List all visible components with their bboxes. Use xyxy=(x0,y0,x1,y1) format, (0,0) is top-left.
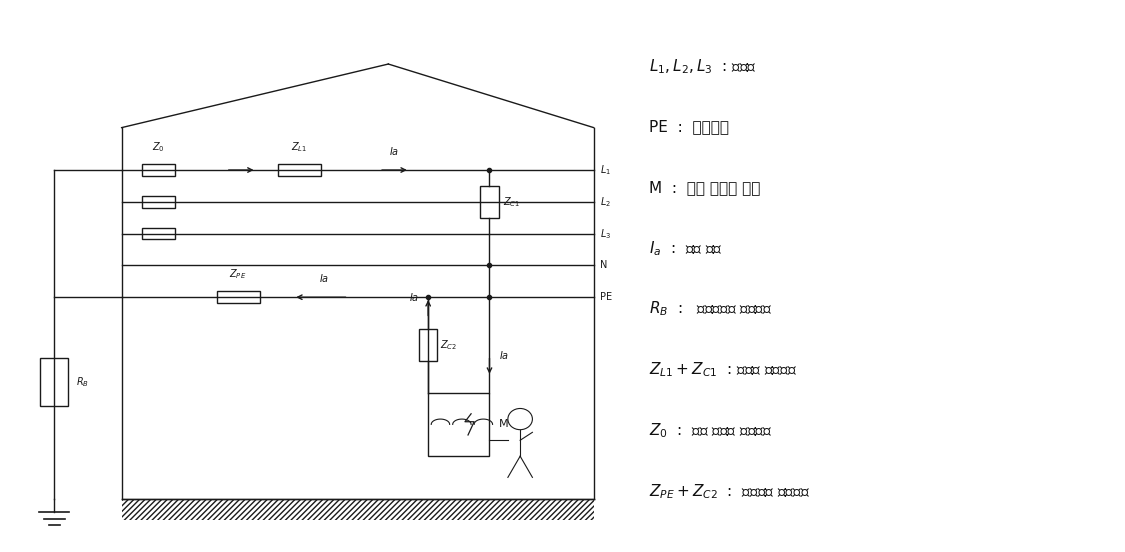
Text: $Ia$: $Ia$ xyxy=(318,272,328,284)
Bar xyxy=(480,186,498,217)
Text: N: N xyxy=(600,261,608,270)
Text: $I_a$  :  고장 전류: $I_a$ : 고장 전류 xyxy=(649,239,723,258)
Text: $Z_{PE} + Z_{C2}$  :  보호도체 임피던스: $Z_{PE} + Z_{C2}$ : 보호도체 임피던스 xyxy=(649,482,810,501)
Text: $R_B$: $R_B$ xyxy=(75,375,89,389)
Text: $R_B$  :   전원중성점 접지저항: $R_B$ : 전원중성점 접지저항 xyxy=(649,300,773,319)
Text: $Ia$: $Ia$ xyxy=(408,291,418,303)
Text: $L_1, L_2, L_3$  : 상도체: $L_1, L_2, L_3$ : 상도체 xyxy=(649,57,757,76)
Bar xyxy=(429,392,489,456)
Text: $Z_{PE}$: $Z_{PE}$ xyxy=(229,268,246,282)
Bar xyxy=(142,196,176,208)
Bar xyxy=(418,329,438,361)
Text: $L_3$: $L_3$ xyxy=(600,227,611,241)
Text: PE  :  보호도체: PE : 보호도체 xyxy=(649,119,729,135)
Text: $Z_{C1}$: $Z_{C1}$ xyxy=(503,195,520,209)
Text: M: M xyxy=(498,420,508,429)
Text: $Ia$: $Ia$ xyxy=(389,145,399,157)
Bar xyxy=(278,164,321,176)
Bar xyxy=(40,358,68,406)
Bar xyxy=(217,291,260,303)
Text: $Z_0$: $Z_0$ xyxy=(152,140,164,154)
Text: $Z_{L1} + Z_{C1}$  : 상도체 임피던스: $Z_{L1} + Z_{C1}$ : 상도체 임피던스 xyxy=(649,360,798,379)
Text: M  :  노출 도전성 부분: M : 노출 도전성 부분 xyxy=(649,180,761,195)
Text: $L_1$: $L_1$ xyxy=(600,163,611,177)
Bar xyxy=(142,164,176,176)
Text: $L_2$: $L_2$ xyxy=(600,195,611,209)
Text: $Ia$: $Ia$ xyxy=(498,349,508,362)
Text: $Z_{C2}$: $Z_{C2}$ xyxy=(441,338,458,352)
Bar xyxy=(142,228,176,240)
Bar xyxy=(122,498,594,520)
Text: $Z_{L1}$: $Z_{L1}$ xyxy=(291,140,307,154)
Text: PE: PE xyxy=(600,292,612,302)
Text: $Z_0$  :  전원 변압기 임피던스: $Z_0$ : 전원 변압기 임피던스 xyxy=(649,421,773,440)
